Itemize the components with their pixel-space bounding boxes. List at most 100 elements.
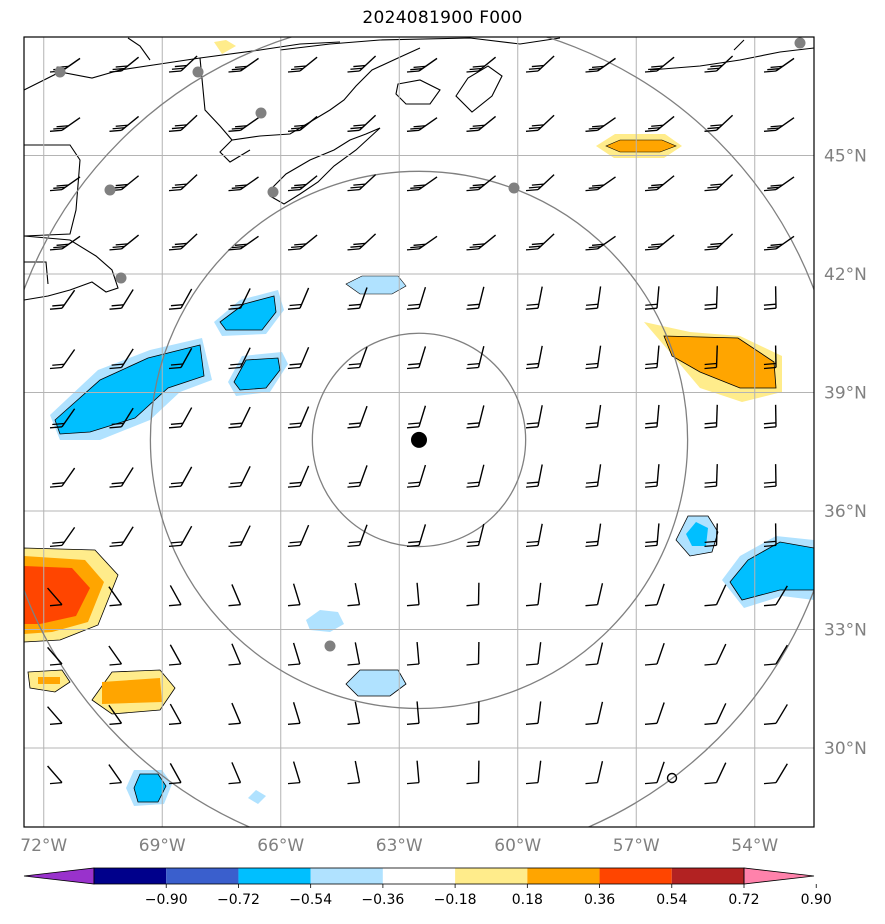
wind-barb	[168, 585, 182, 607]
wind-barb	[644, 464, 660, 488]
colorbar-segment	[382, 868, 456, 884]
wind-barb	[287, 234, 318, 251]
wind-barb	[168, 466, 193, 488]
wind-barb	[704, 703, 727, 725]
station-marker	[54, 66, 66, 78]
wind-barb	[644, 761, 665, 785]
colorbar-tick-label: −0.90	[145, 892, 188, 908]
wind-barb	[525, 582, 542, 607]
wind-barb	[109, 289, 134, 310]
wind-barb	[347, 287, 368, 310]
wind-barb	[585, 583, 604, 607]
wind-barb	[49, 176, 81, 192]
wind-barb	[228, 643, 242, 666]
lon-tick-label: 66°W	[257, 836, 304, 856]
wind-barb	[704, 286, 718, 310]
wind-barb	[347, 524, 368, 548]
wind-barb	[585, 235, 616, 251]
storm-center-marker	[411, 431, 427, 448]
wind-barb	[585, 523, 602, 548]
range-ring	[311, 332, 527, 548]
gridlines	[24, 37, 814, 827]
wind-barb	[644, 56, 675, 73]
lat-tick-label: 30°N	[824, 739, 867, 759]
wind-barb	[406, 286, 427, 310]
wind-barb	[168, 763, 182, 785]
longitude-labels: 72°W 69°W 66°W 63°W 60°W 57°W 54°W	[20, 836, 778, 856]
wind-barb	[49, 117, 81, 132]
wind-barb	[763, 464, 777, 488]
wind-barb	[585, 176, 616, 192]
wind-barb	[347, 642, 361, 666]
wind-barb	[168, 233, 198, 251]
wind-barb	[347, 233, 377, 251]
station-marker	[794, 37, 806, 49]
wind-barb	[287, 346, 310, 370]
wind-barb	[347, 114, 377, 132]
wind-barb	[108, 586, 123, 607]
wind-barb	[644, 175, 675, 192]
wind-barb	[525, 760, 542, 785]
wind-barb	[585, 286, 602, 310]
colorbar-segment	[527, 868, 600, 884]
wind-barb	[585, 117, 616, 132]
colorbar-tick-label: −0.36	[361, 892, 404, 908]
wind-barb	[228, 347, 251, 370]
wind-barb	[704, 55, 734, 73]
lon-tick-label: 72°W	[20, 836, 67, 856]
plot-title: 2024081900 F000	[362, 8, 523, 28]
colorbar-outline	[93, 867, 745, 885]
range-ring	[149, 170, 689, 710]
wind-barb	[287, 406, 310, 429]
lon-tick-label: 54°W	[731, 836, 778, 856]
wind-barb	[406, 760, 420, 785]
wind-barb	[466, 760, 480, 785]
station-marker	[115, 272, 127, 284]
wind-barb	[585, 464, 602, 488]
wind-barb	[525, 114, 555, 132]
wind-barb	[466, 115, 497, 132]
wind-barb	[644, 115, 675, 132]
cool-anomaly-6	[306, 610, 344, 632]
wind-barb	[763, 585, 788, 607]
wind-barb	[763, 117, 795, 132]
wind-barb	[704, 404, 718, 429]
wind-barb	[466, 286, 485, 310]
lon-tick-label: 69°W	[139, 836, 186, 856]
colorbar-tick-label: −0.18	[434, 892, 477, 908]
wind-barb	[763, 235, 795, 251]
lat-tick-label: 36°N	[824, 502, 867, 522]
wind-barb	[228, 406, 251, 429]
wind-barb	[168, 114, 198, 132]
wind-barb	[47, 765, 63, 785]
wind-barb	[525, 174, 555, 192]
wind-barb	[347, 55, 377, 73]
wind-barb	[287, 642, 301, 666]
wind-barb	[406, 235, 438, 251]
wind-barb	[763, 404, 777, 429]
colorbar-extend-low	[23, 867, 95, 885]
wind-barb	[287, 761, 301, 785]
wind-barb	[585, 701, 604, 725]
wind-barb	[228, 762, 242, 785]
wind-barb	[49, 408, 76, 429]
wind-barb	[406, 57, 438, 73]
wind-barbs	[47, 55, 795, 785]
wind-barb	[109, 407, 134, 429]
wind-barb	[109, 234, 140, 251]
lat-tick-label: 42°N	[824, 265, 867, 285]
wind-barb	[168, 407, 193, 429]
wind-barb	[704, 114, 734, 132]
wind-barb	[347, 174, 377, 192]
wind-barb	[466, 641, 480, 666]
coastlines	[24, 37, 814, 301]
wind-barb	[466, 464, 485, 488]
wind-barb	[109, 56, 140, 73]
wind-barb	[168, 288, 193, 310]
wind-barb	[644, 404, 660, 429]
wind-barb	[704, 345, 718, 370]
lat-tick-label: 39°N	[824, 384, 867, 404]
wind-barb	[466, 56, 497, 73]
wind-barb	[406, 582, 420, 607]
